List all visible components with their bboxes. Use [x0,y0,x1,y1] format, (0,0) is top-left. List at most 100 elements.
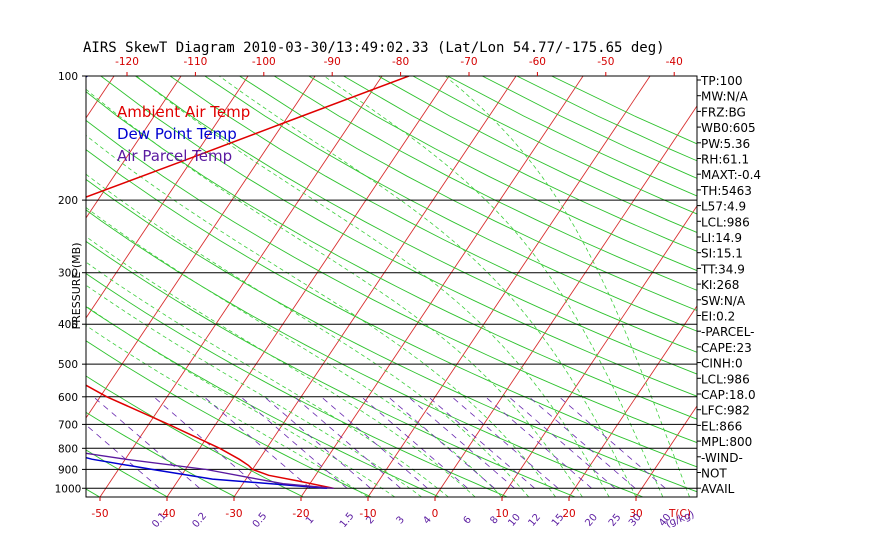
legend: Ambient Air Temp Dew Point Temp Air Parcel… [117,103,250,165]
stability-index: EL:866 [701,419,742,433]
temp-tick-label-top: -80 [392,56,409,68]
stability-index: KI:268 [701,278,739,292]
plot-frame [85,75,698,498]
x-axis-label: T(C) [668,508,691,520]
stability-index: -PARCEL- [701,325,755,339]
pressure-tick-label: 600 [58,392,78,404]
dry-adiabat-line [86,149,697,468]
pressure-tick-label: 1000 [55,483,82,495]
dry-adiabat-line [86,119,697,444]
series-line-parcel [86,452,334,489]
mixing-ratio-line [361,396,468,489]
stability-index: AVAIL [701,482,735,496]
mixing-ratio-line [320,396,428,489]
temp-tick-label-bottom: -30 [225,508,242,520]
mixing-ratio-line [508,396,616,489]
temp-tick-label-top: -90 [324,56,341,68]
stability-index: CAP:18.0 [701,388,756,402]
temp-tick-label-bottom: 0 [432,508,439,520]
isotherm-line [367,76,651,497]
isotherm-line [166,76,450,497]
stability-index: TP:100 [700,74,743,88]
mixing-ratio-label: 1 [304,514,317,526]
stability-index: LI:14.9 [701,231,742,245]
temp-tick-label-bottom: -10 [359,508,376,520]
moist-adiabat-line [86,325,369,497]
stability-index: MAXT:-0.4 [701,168,761,182]
legend-item: Air Parcel Temp [117,147,232,165]
pressure-tick-label: 900 [58,464,78,476]
pressure-tick-label: 200 [58,195,78,207]
series-line-dewpoint [86,76,328,490]
mixing-ratio-line [240,396,348,489]
pressure-tick-label: 100 [58,71,78,83]
isotherm-line [99,76,383,497]
stability-index: CAPE:23 [701,341,752,355]
dry-adiabat-line [169,76,697,353]
dry-adiabat-line [273,76,697,291]
axes: 1002003004005006007008009001000PRESSURE … [55,56,698,530]
pressure-tick-label: 400 [58,319,78,331]
stability-index: TH:5463 [700,184,752,198]
isotherm-line [635,405,697,497]
isotherm-line [86,76,249,319]
temp-tick-label-top: -60 [529,56,546,68]
pressure-tick-label: 700 [58,419,78,431]
temp-tick-label-top: -70 [460,56,477,68]
stability-index: WB0:605 [701,121,756,135]
temp-tick-label-bottom: -40 [158,508,175,520]
temp-tick-label-top: -50 [597,56,614,68]
stability-index: SI:15.1 [701,247,743,261]
dry-adiabat-line [86,375,304,497]
dry-adiabat-line [343,76,697,252]
dry-adiabat-line [86,449,168,497]
dry-adiabat-line [86,209,644,497]
pressure-tick-label: 500 [58,359,78,371]
mixing-ratio-label: 2 [364,514,377,526]
legend-item: Ambient Air Temp [117,103,250,121]
mixing-ratio-line [294,396,401,489]
stability-index: LFC:982 [701,404,750,418]
stability-index: LCL:986 [701,372,750,386]
dry-adiabat-line [239,76,697,312]
temp-tick-label-bottom: -20 [292,508,309,520]
temp-tick-label-top: -110 [183,56,207,68]
moist-adiabat-line [136,76,610,497]
series-line-temperature [86,76,410,490]
y-axis-label: PRESSURE (MB) [70,243,83,330]
stability-index: L57:4.9 [701,200,746,214]
isotherm-line [86,76,316,419]
moist-adiabat-line [86,207,503,497]
dry-adiabat-line [86,306,440,497]
moist-adiabat-line [86,284,422,497]
dry-adiabat-line [100,76,697,397]
mixing-ratio-line [93,396,200,489]
stability-index: TT:34.9 [700,262,745,276]
temp-tick-label-bottom: 30 [629,508,642,520]
moist-adiabat-line [218,76,637,497]
stability-index: NOT [701,467,727,481]
isotherm-line [501,205,697,497]
stability-index: CINH:0 [701,357,743,371]
temp-tick-label-bottom: 20 [562,508,575,520]
mixing-ratio-line [528,396,636,489]
mixing-ratio-label: 6 [462,514,475,526]
temp-tick-label-bottom: 10 [495,508,508,520]
dry-adiabat-line [86,178,697,493]
dry-adiabat-line [86,91,697,420]
mixing-ratio-line [428,396,535,489]
mixing-ratio-line [203,396,311,489]
temp-tick-label-top: -100 [252,56,276,68]
mixing-ratio-line [387,396,495,489]
mixing-ratio-line [485,396,592,489]
stability-index: MPL:800 [701,435,752,449]
mixing-ratio-label: 4 [421,514,434,526]
plot-area [86,76,697,497]
stability-index: LCL:986 [701,215,750,229]
pressure-tick-label: 300 [58,268,78,280]
stability-index: PW:5.36 [701,137,750,151]
mixing-ratio-line [86,424,160,489]
mixing-ratio-line [408,396,515,489]
